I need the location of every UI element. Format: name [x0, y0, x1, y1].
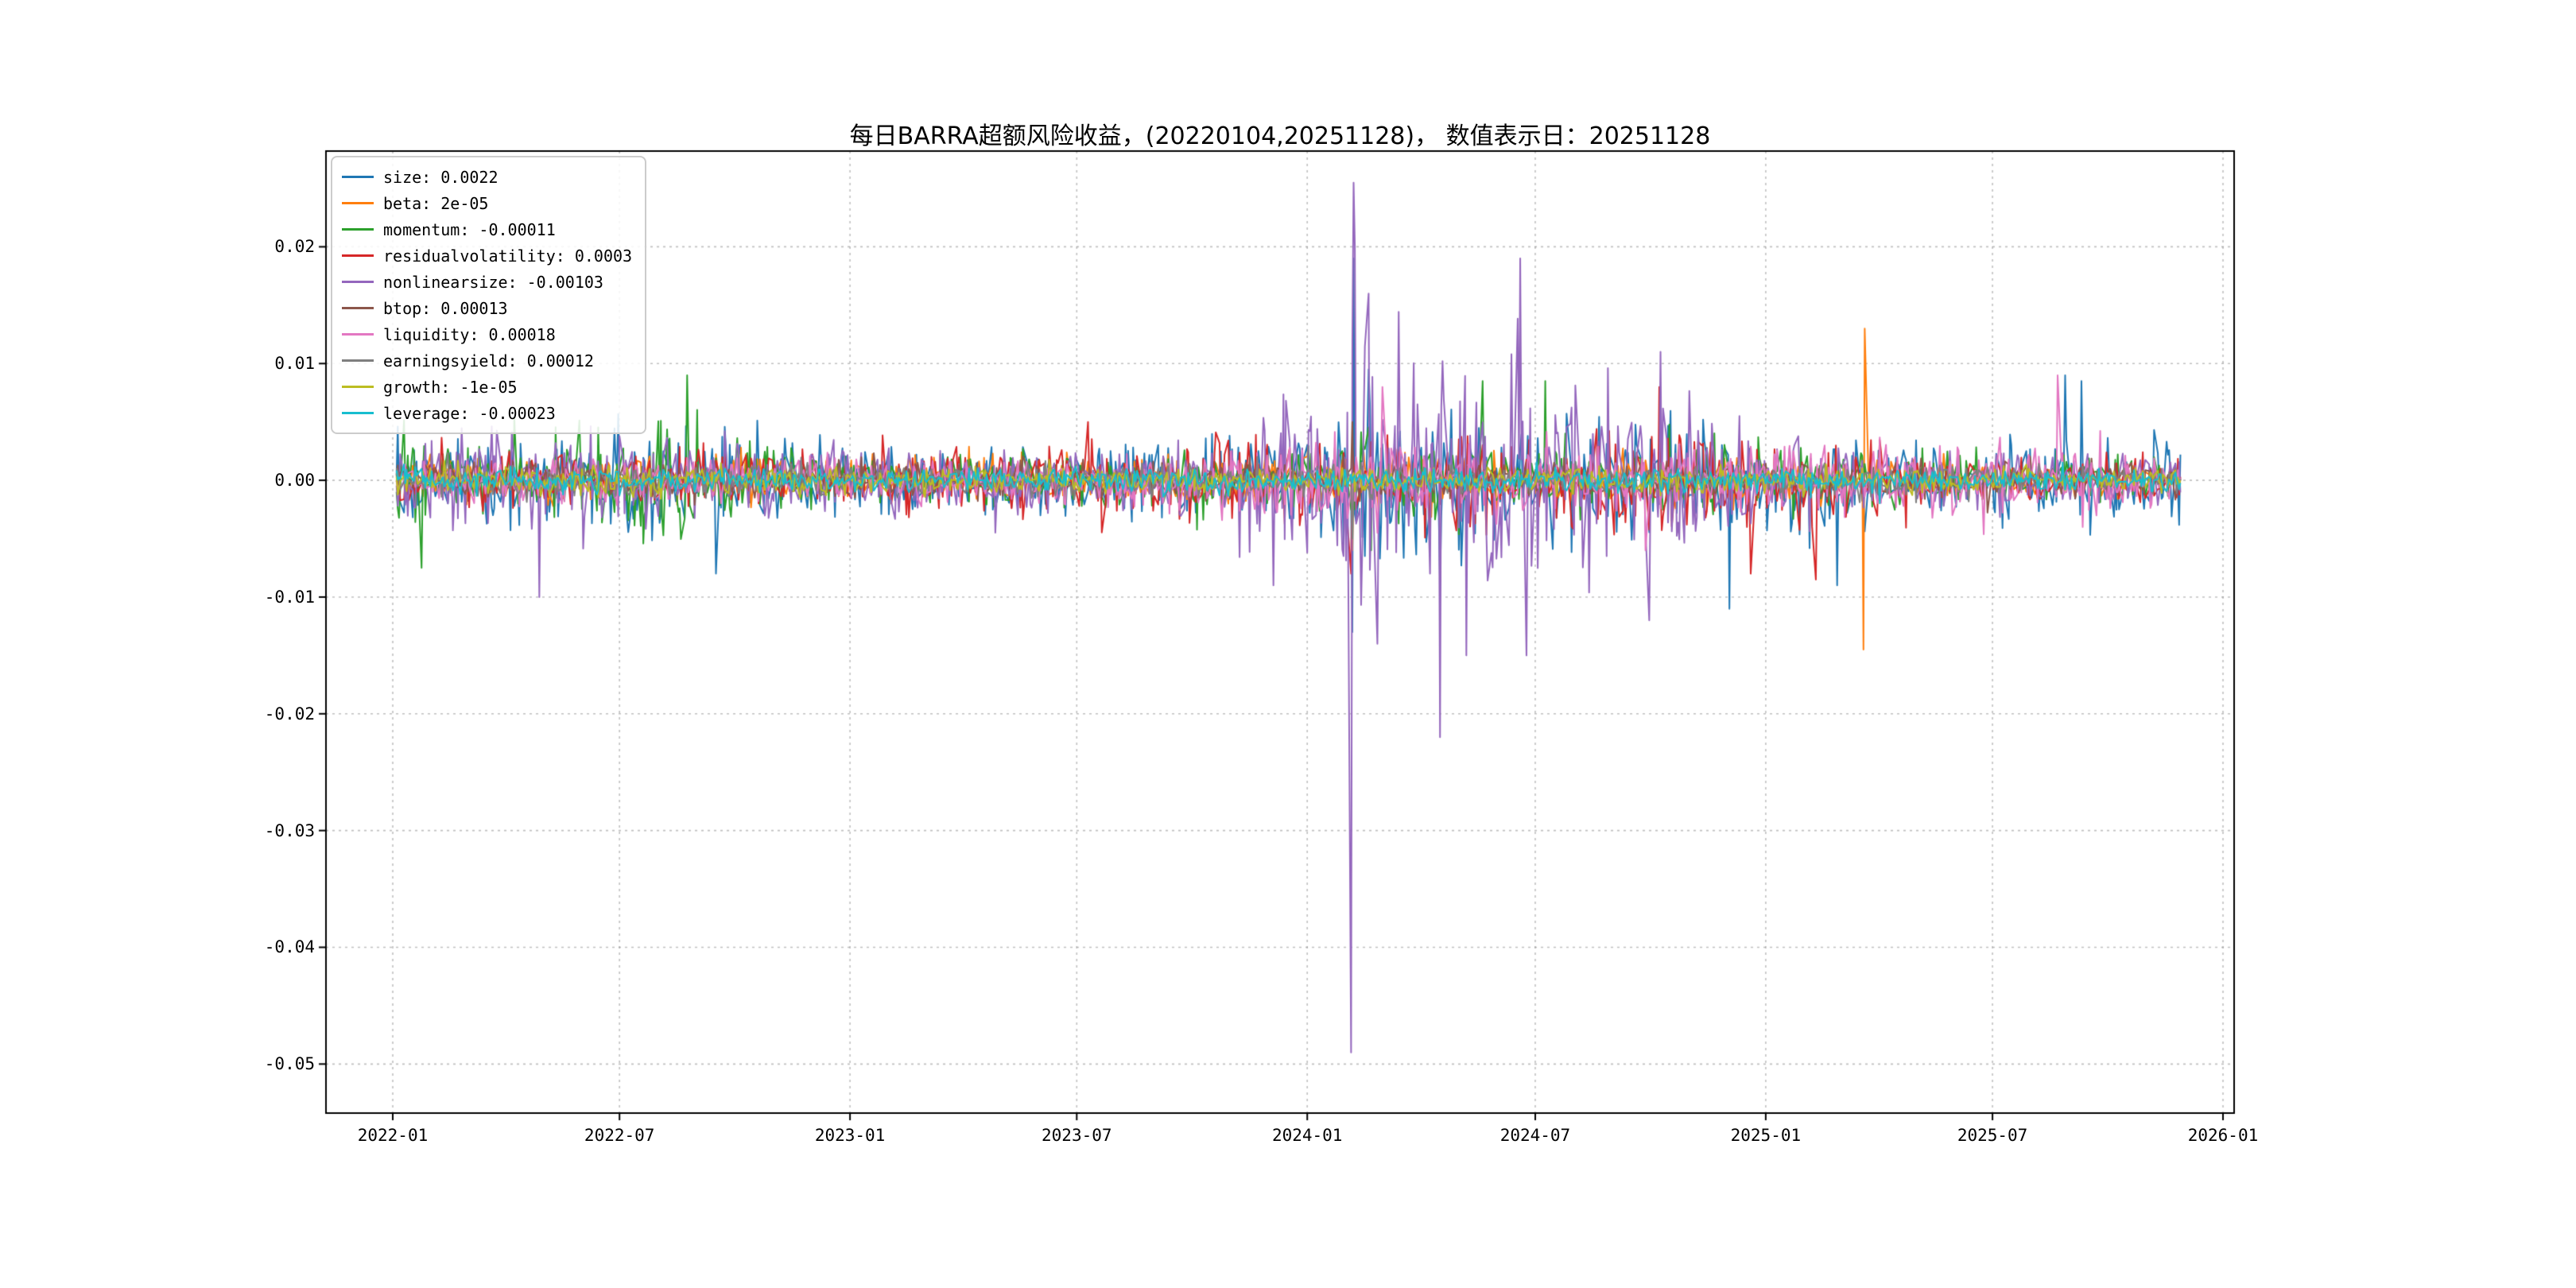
x-tick-label: 2026-01	[2187, 1126, 2259, 1145]
legend-item-growth: growth: -1e-05	[342, 374, 632, 400]
y-tick-label: 0.00	[274, 471, 315, 491]
legend-label: size: 0.0022	[383, 167, 499, 187]
x-tick-label: 2025-01	[1730, 1126, 1802, 1145]
legend-item-size: size: 0.0022	[342, 164, 632, 190]
legend-label: momentum: -0.00011	[383, 219, 556, 239]
legend-label: nonlinearsize: -0.00103	[383, 272, 603, 292]
legend-line-swatch	[342, 412, 374, 414]
legend-line-swatch	[342, 333, 374, 336]
legend-label: leverage: -0.00023	[383, 403, 556, 423]
legend-label: beta: 2e-05	[383, 193, 489, 213]
legend-label: liquidity: 0.00018	[383, 324, 556, 344]
y-tick-label: 0.01	[274, 354, 315, 374]
legend-line-swatch	[342, 202, 374, 204]
legend-item-leverage: leverage: -0.00023	[342, 400, 632, 426]
x-tick-label: 2023-07	[1042, 1126, 1112, 1145]
y-tick-label: -0.03	[264, 821, 315, 840]
legend-line-swatch	[342, 386, 374, 388]
legend-item-liquidity: liquidity: 0.00018	[342, 321, 632, 347]
legend-label: growth: -1e-05	[383, 377, 518, 397]
x-tick-label: 2024-01	[1271, 1126, 1343, 1145]
legend: size: 0.0022 beta: 2e-05 momentum: -0.0001…	[331, 156, 647, 434]
legend-item-residualvolatility: residualvolatility: 0.0003	[342, 242, 632, 269]
legend-item-nonlinearsize: nonlinearsize: -0.00103	[342, 269, 632, 295]
legend-line-swatch	[342, 254, 374, 257]
x-tick-label: 2022-01	[357, 1126, 429, 1145]
legend-item-btop: btop: 0.00013	[342, 295, 632, 321]
y-tick-label: -0.04	[264, 937, 315, 957]
y-tick-label: 0.02	[274, 237, 315, 257]
legend-label: earningsyield: 0.00012	[383, 351, 594, 370]
x-tick-label: 2024-07	[1499, 1126, 1571, 1145]
x-tick-label: 2023-01	[814, 1126, 886, 1145]
x-tick-label: 2025-07	[1957, 1126, 2028, 1145]
legend-item-momentum: momentum: -0.00011	[342, 216, 632, 242]
x-tick-label: 2022-07	[584, 1126, 655, 1145]
legend-line-swatch	[342, 281, 374, 283]
legend-label: residualvolatility: 0.0003	[383, 246, 633, 266]
y-tick-label: -0.01	[264, 587, 315, 607]
legend-line-swatch	[342, 359, 374, 362]
legend-line-swatch	[342, 307, 374, 309]
chart-title: 每日BARRA超额风险收益，(20220104,20251128)， 数值表示日…	[849, 122, 1711, 150]
legend-item-earningsyield: earningsyield: 0.00012	[342, 347, 632, 374]
legend-item-beta: beta: 2e-05	[342, 190, 632, 216]
legend-line-swatch	[342, 228, 374, 231]
y-tick-label: -0.05	[264, 1054, 315, 1074]
legend-label: btop: 0.00013	[383, 298, 508, 318]
legend-line-swatch	[342, 176, 374, 178]
y-tick-label: -0.02	[264, 704, 315, 724]
